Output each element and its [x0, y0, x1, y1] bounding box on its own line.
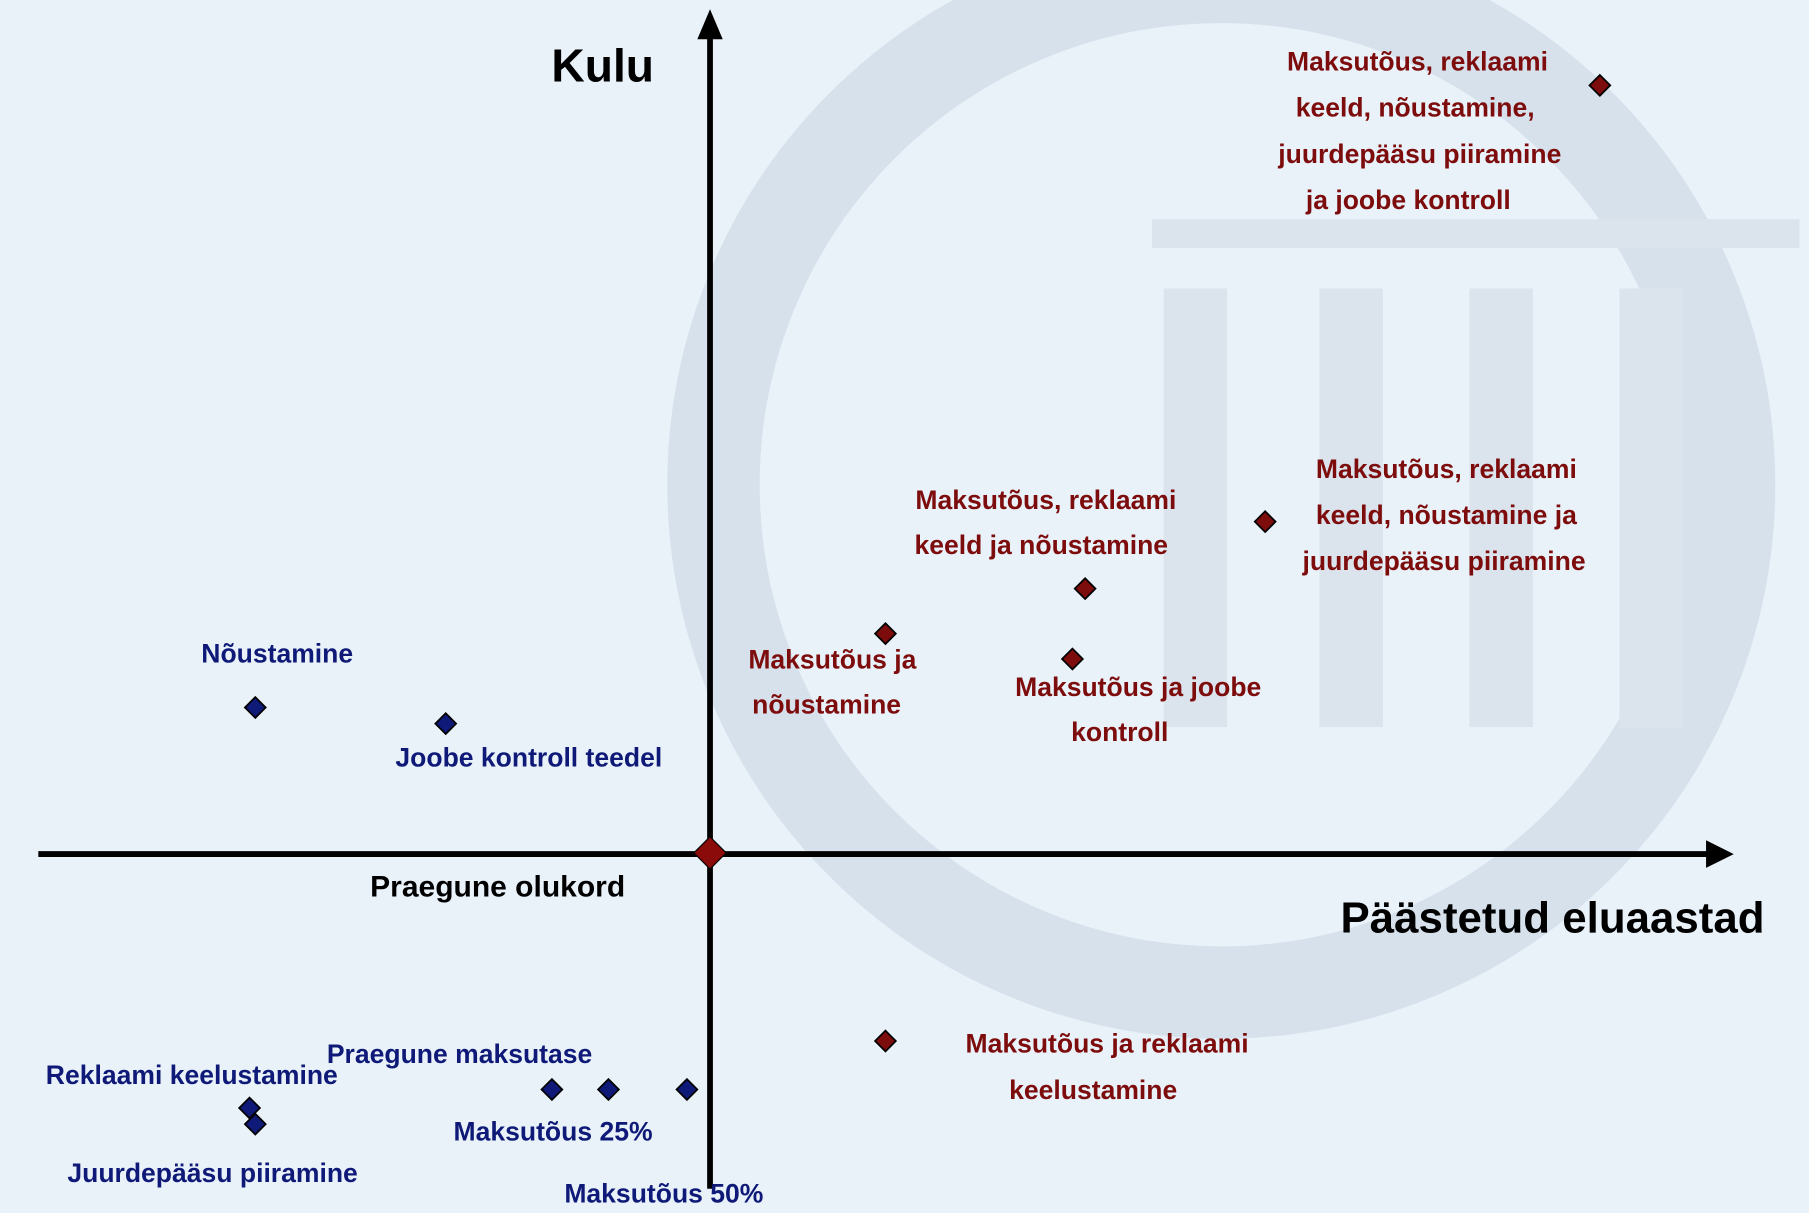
point-marker	[596, 1077, 621, 1102]
point-marker	[1073, 576, 1097, 601]
y-axis-label: Kulu	[551, 39, 654, 91]
watermark-column	[1319, 288, 1383, 728]
point-marker	[873, 622, 898, 646]
point-marker	[243, 695, 267, 720]
point-label: Joobe kontroll teedel	[395, 742, 662, 772]
point-marker	[243, 1112, 267, 1136]
point-label: Maksutõus 25%	[454, 1116, 653, 1146]
point-marker	[1253, 510, 1277, 534]
point-label: Maksutõus ja joobe	[1015, 672, 1261, 702]
point-label: Maksutõus 50%	[564, 1179, 763, 1209]
point-label: Maksutõus, reklaami	[1287, 46, 1548, 76]
point-label: kontroll	[1071, 717, 1168, 747]
point-label: juurdepääsu piiramine	[1302, 546, 1586, 576]
point-label: keeld ja nõustamine	[914, 530, 1168, 560]
x-axis-arrow	[1706, 840, 1734, 868]
point-marker	[1060, 647, 1085, 671]
point-marker	[675, 1077, 699, 1102]
point-label: Maksutõus, reklaami	[1316, 454, 1577, 484]
point-label: keelustamine	[1009, 1075, 1177, 1105]
point-label: Reklaami keelustamine	[46, 1060, 338, 1090]
point-label: Praegune maksutase	[327, 1039, 592, 1069]
point-label: nõustamine	[752, 689, 901, 719]
point-marker	[540, 1077, 564, 1102]
point-label: Maksutõus ja reklaami	[965, 1029, 1248, 1059]
point-label: keeld, nõustamine ja	[1316, 500, 1577, 530]
y-axis-arrow	[697, 9, 723, 40]
point-label: Maksutõus, reklaami	[915, 485, 1176, 515]
point-label: Maksutõus ja	[748, 644, 916, 674]
watermark-column	[1469, 288, 1533, 728]
point-marker	[873, 1029, 898, 1053]
point-label: Juurdepääsu piiramine	[67, 1158, 357, 1188]
watermark-column	[1163, 288, 1228, 728]
point-label: Nõustamine	[201, 639, 353, 669]
point-marker	[434, 712, 458, 736]
watermark-beam	[1152, 219, 1800, 249]
origin-marker	[693, 835, 728, 870]
watermark	[667, 0, 1800, 1039]
origin-label: Praegune olukord	[370, 871, 625, 904]
watermark-column	[1619, 288, 1683, 728]
watermark-ring	[667, 0, 1776, 1039]
x-axis-label: Päästetud eluaastad	[1341, 894, 1765, 943]
point-label: juurdepääsu piiramine	[1277, 139, 1561, 169]
point-marker	[1588, 73, 1612, 98]
point-label: keeld, nõustamine,	[1296, 93, 1535, 123]
point-label: ja joobe kontroll	[1305, 185, 1511, 215]
background	[9, 0, 1800, 1213]
